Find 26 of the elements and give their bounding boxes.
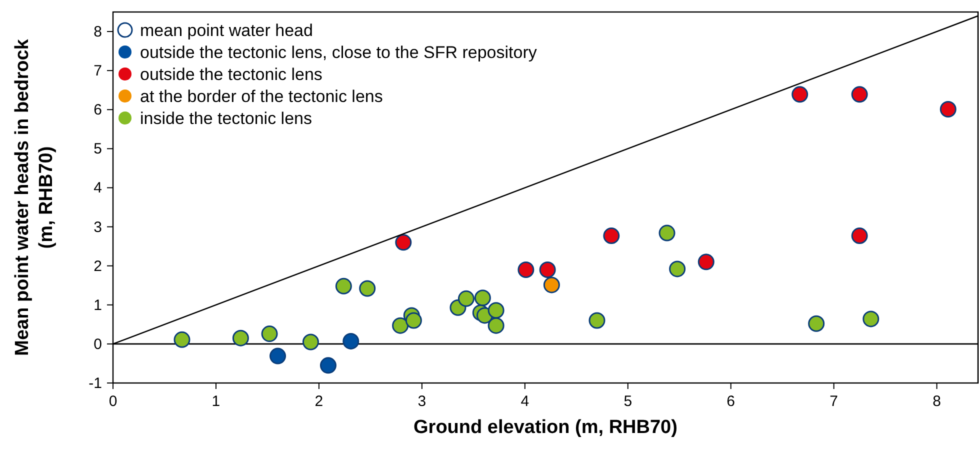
x-tick-label: 8 xyxy=(932,393,941,410)
y-axis-title: Mean point water heads in bedrock (m, RHB70) xyxy=(12,38,57,356)
legend-label: outside the tectonic lens, close to the SFR repository xyxy=(140,43,538,62)
y-tick-label: 4 xyxy=(94,180,102,197)
x-tick-label: 0 xyxy=(108,393,118,410)
y-tick-label: 6 xyxy=(94,102,102,119)
x-axis-title: Ground elevation (m, RHB70) xyxy=(414,417,678,438)
legend-label: inside the tectonic lens xyxy=(140,109,312,128)
y-tick-label: 0 xyxy=(94,336,102,353)
y-tick-label: 5 xyxy=(94,140,102,158)
x-tick-label: 2 xyxy=(314,393,324,410)
x-tick-label: 6 xyxy=(726,393,736,410)
x-tick-label: 7 xyxy=(830,393,838,410)
y-tick-label: 7 xyxy=(94,62,102,80)
legend-label: mean point water head xyxy=(140,21,313,40)
y-tick-label: 2 xyxy=(94,258,102,275)
legend-label: at the border of the tectonic lens xyxy=(140,87,383,106)
x-tick-label: 3 xyxy=(418,393,426,410)
y-tick-label: 3 xyxy=(94,218,102,236)
y-tick-label: 1 xyxy=(94,296,102,314)
legend-label: outside the tectonic lens xyxy=(140,65,322,84)
y-tick-label: -1 xyxy=(88,375,102,392)
x-tick-label: 4 xyxy=(520,393,530,410)
y-tick-label: 8 xyxy=(94,24,102,41)
x-tick-label: 1 xyxy=(212,393,220,410)
x-tick-label: 5 xyxy=(624,393,632,410)
